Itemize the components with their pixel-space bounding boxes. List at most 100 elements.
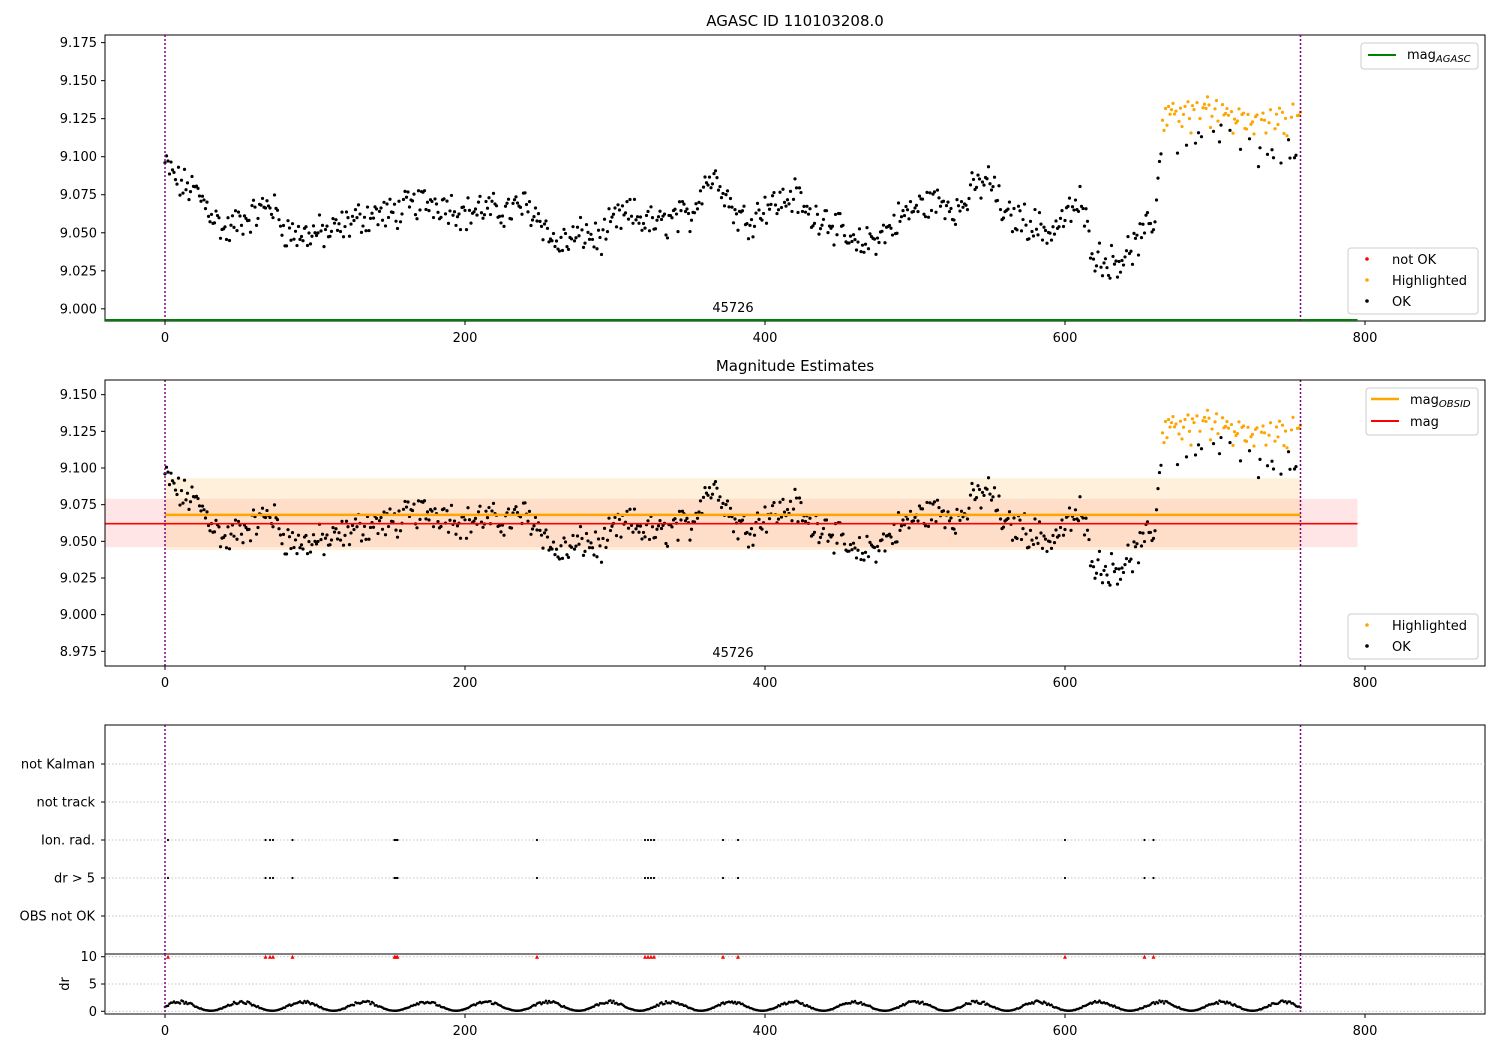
ok-point (1292, 156, 1297, 160)
dr-point (657, 1004, 660, 1007)
ok-point (439, 524, 443, 529)
ok-point (560, 248, 565, 253)
ok-point (1015, 536, 1019, 541)
ok-point (899, 215, 904, 219)
ok-point (241, 232, 245, 236)
dr-point (660, 1001, 663, 1004)
ok-point (856, 240, 860, 244)
highlighted-point (1255, 426, 1259, 430)
ok-point (626, 526, 631, 530)
dr-point (367, 1000, 371, 1003)
flags-panel: not Kalman not track Ion. rad. dr > 5 OBS no… (20, 724, 1486, 955)
ok-point (524, 202, 529, 207)
ok-point (425, 510, 430, 514)
y-tick-label: 10 (80, 950, 97, 965)
ok-point (403, 499, 407, 504)
ok-point (1141, 222, 1145, 226)
ok-point (247, 218, 251, 222)
ok-point (1094, 571, 1099, 575)
ok-point (260, 196, 265, 201)
ok-point (541, 238, 545, 242)
ok-point (265, 508, 269, 513)
ok-point (797, 496, 802, 500)
ok-point (247, 527, 251, 532)
agasc-obsid-boundaries (164, 35, 1302, 321)
ok-point (377, 519, 382, 523)
ok-point (251, 198, 256, 202)
ok-point (181, 501, 185, 505)
ok-point (976, 173, 980, 177)
ok-point (385, 202, 389, 206)
ok-point (353, 207, 358, 212)
ok-point (539, 533, 544, 537)
ok-point (197, 194, 202, 198)
ok-point (989, 498, 994, 502)
dr-point (921, 1000, 924, 1004)
dr-point (859, 1000, 863, 1004)
dr-point (166, 1004, 170, 1008)
ok-point (655, 218, 659, 222)
ok-point (842, 233, 847, 238)
ok-point (830, 224, 835, 228)
flag-marker (1063, 838, 1067, 842)
flags-plot-frame (104, 724, 1486, 955)
ok-point (935, 188, 940, 192)
ok-point (355, 216, 359, 220)
ok-point (1126, 543, 1130, 547)
ok-point (610, 524, 614, 528)
highlighted-point (1213, 107, 1217, 111)
dr-point (1152, 1000, 1155, 1004)
ok-point (401, 197, 406, 202)
ok-point (611, 212, 616, 216)
ok-point (863, 242, 868, 246)
highlighted-point (1226, 426, 1231, 430)
highlighted-point (1210, 427, 1214, 431)
highlighted-point (1207, 416, 1211, 420)
dr-point (1041, 1002, 1044, 1005)
ok-point (1117, 259, 1121, 264)
ok-point (334, 527, 338, 531)
ok-point (1159, 463, 1163, 467)
ok-point (925, 190, 929, 195)
ok-point (391, 210, 395, 215)
ok-point (287, 226, 292, 230)
ok-point (746, 545, 751, 549)
ok-point (218, 236, 223, 240)
ok-point (269, 212, 274, 216)
ok-point (814, 204, 818, 208)
ok-point (619, 535, 623, 539)
highlighted-point (1285, 134, 1289, 138)
ok-point (1054, 528, 1058, 532)
x-tick-label: 0 (161, 1024, 169, 1039)
ok-point (239, 532, 244, 536)
ok-point (562, 536, 566, 540)
ok-point (1184, 455, 1189, 459)
ok-point (355, 525, 359, 529)
ok-point (572, 547, 577, 551)
ok-point (700, 202, 704, 206)
highlighted-point (1267, 433, 1271, 437)
ok-point (538, 528, 542, 532)
highlighted-point (1261, 424, 1265, 428)
ok-point (781, 497, 785, 501)
ok-point (859, 557, 863, 562)
flag-marker (646, 838, 650, 842)
ok-point (209, 212, 214, 217)
flag-marker (652, 876, 656, 880)
ok-point (1081, 516, 1085, 520)
ok-point (949, 516, 953, 520)
ok-point (394, 219, 398, 223)
ok-point (187, 507, 191, 511)
highlighted-point (1177, 432, 1181, 436)
ok-point (724, 193, 728, 197)
highlighted-point (1250, 120, 1255, 124)
dr-point (718, 1004, 722, 1007)
ok-point (1114, 566, 1118, 571)
ok-point (286, 528, 290, 532)
ok-point (974, 185, 979, 189)
ok-point (1091, 565, 1096, 569)
ok-point (718, 495, 722, 499)
ok-point (757, 517, 761, 521)
ok-point (596, 228, 601, 232)
y-tick-label: 9.150 (60, 74, 97, 89)
